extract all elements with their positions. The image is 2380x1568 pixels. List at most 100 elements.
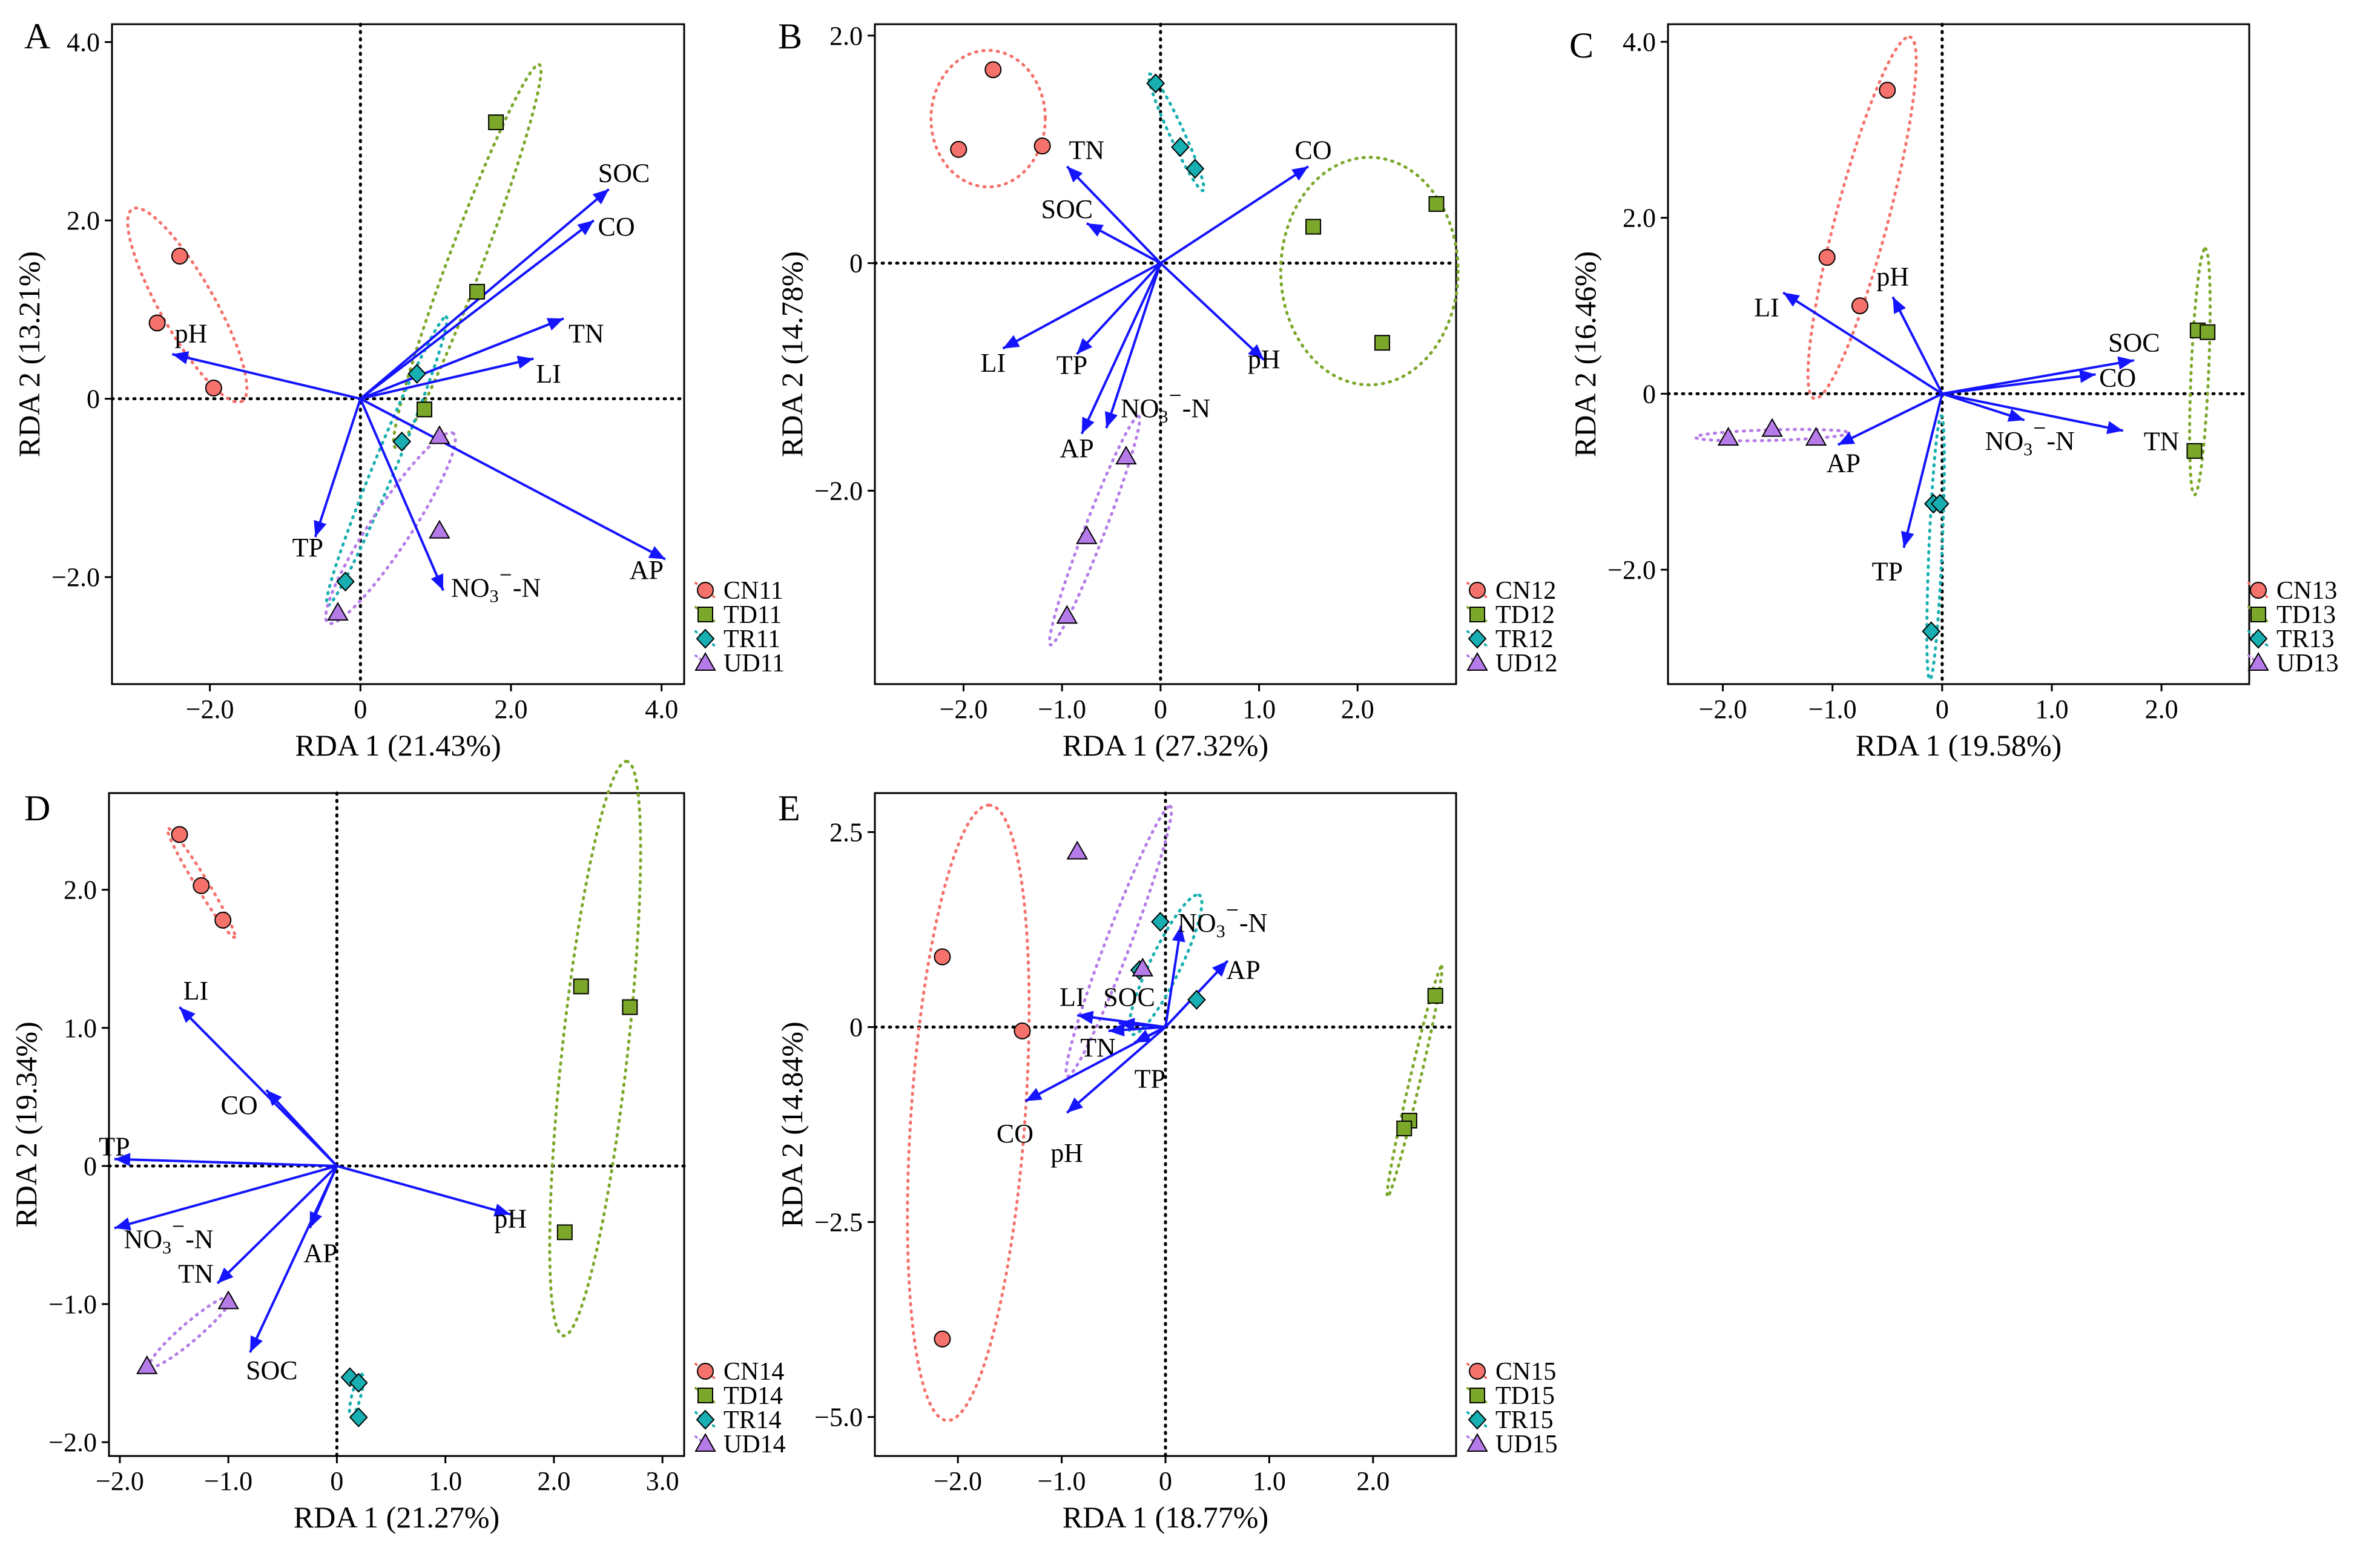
legend-label: UD15 bbox=[1495, 1431, 1558, 1458]
vector-NO₃⁻-N-head bbox=[1105, 411, 1118, 429]
vector-NO₃⁻-N-shaft bbox=[1164, 925, 1182, 1027]
x-axis-title: RDA 1 (21.43%) bbox=[295, 728, 501, 762]
point-CN12 bbox=[1033, 137, 1051, 155]
vector-pH-head bbox=[493, 1204, 511, 1217]
vector-LI-head bbox=[1077, 1010, 1094, 1024]
legend-marker-CN14 bbox=[697, 1363, 714, 1380]
legend-label: UD13 bbox=[2276, 650, 2339, 677]
vector-LI-head bbox=[179, 1007, 196, 1023]
legend-marker-CN15 bbox=[1469, 1363, 1486, 1380]
vector-SOC-head bbox=[250, 1335, 263, 1352]
legend-label: CN12 bbox=[1495, 577, 1556, 605]
legend-marker-UD11 bbox=[694, 651, 716, 671]
y-tick-label: 0 bbox=[87, 384, 100, 414]
point-TR11 bbox=[392, 431, 412, 452]
vector-label-LI: LI bbox=[980, 348, 1006, 378]
y-tick-label: 4.0 bbox=[67, 27, 100, 57]
legend-label: TD11 bbox=[724, 601, 782, 629]
panel-letter: A bbox=[24, 16, 50, 56]
x-tick-label: 0 bbox=[1159, 1466, 1172, 1496]
vector-NO₃⁻-N-head bbox=[430, 573, 444, 591]
panel-C: −2.0 −1.0 0 1.0 2.0 −2.0 0 2.0 4.0 RDA 1 (19.58%)… bbox=[1568, 22, 2339, 762]
vector-CO-shaft bbox=[1159, 165, 1310, 265]
vector-TN-shaft bbox=[360, 317, 564, 400]
vector-label-AP: AP bbox=[630, 555, 664, 585]
point-CN11 bbox=[148, 314, 166, 332]
vector-NO₃⁻-N-shaft bbox=[114, 1165, 337, 1230]
legend-marker-TR11 bbox=[696, 628, 715, 649]
vector-label-CO: CO bbox=[598, 212, 635, 242]
y-tick-label: −2.0 bbox=[1607, 555, 1656, 585]
legend-label: TD12 bbox=[1495, 601, 1555, 629]
vector-label-AP: AP bbox=[1827, 449, 1861, 478]
vector-TP-head bbox=[114, 1153, 131, 1167]
vector-label-LI: LI bbox=[536, 359, 561, 389]
vector-label-pH: pH bbox=[1050, 1138, 1083, 1168]
x-tick-label: 2.0 bbox=[495, 694, 528, 724]
vector-label-NO₃⁻-N: NO3⁻-N bbox=[1985, 418, 2075, 460]
x-tick-label: 1.0 bbox=[1242, 694, 1276, 724]
x-tick-label: −2.0 bbox=[1699, 694, 1747, 724]
x-tick-label: 1.0 bbox=[1253, 1466, 1286, 1496]
vector-pH-shaft bbox=[336, 1165, 511, 1216]
legend-marker-TR12 bbox=[1468, 628, 1487, 649]
vector-TN-head bbox=[546, 318, 564, 331]
legend-marker-TD11 bbox=[697, 607, 713, 622]
plot-frame bbox=[111, 23, 685, 685]
vector-TP-head bbox=[1901, 530, 1914, 548]
vector-pH-shaft bbox=[1159, 262, 1265, 361]
ellipse-UD11 bbox=[324, 430, 457, 625]
ellipse-TD13 bbox=[2188, 247, 2212, 496]
point-CN15 bbox=[934, 948, 951, 966]
x-axis-title: RDA 1 (19.58%) bbox=[1856, 728, 2062, 762]
point-UD14 bbox=[217, 1290, 239, 1309]
y-tick-label: 2.0 bbox=[67, 206, 100, 236]
vector-label-NO₃⁻-N: NO3⁻-N bbox=[124, 1216, 213, 1258]
vector-label-pH: pH bbox=[175, 319, 208, 349]
panel-B: −2.0 −1.0 0 1.0 2.0 −2.0 0 2.0 RDA 1 (27.32%) RDA… bbox=[775, 16, 1558, 762]
vector-label-TP: TP bbox=[292, 533, 323, 562]
legend-label: TR15 bbox=[1495, 1406, 1554, 1434]
legend-marker-TR13 bbox=[2249, 628, 2268, 649]
vector-NO₃⁻-N-shaft bbox=[1105, 263, 1162, 429]
vector-label-TP: TP bbox=[1056, 351, 1087, 380]
legend-label: CN13 bbox=[2276, 577, 2337, 605]
point-CN14 bbox=[214, 911, 232, 929]
point-TR13 bbox=[1930, 493, 1950, 514]
point-TD13 bbox=[2186, 443, 2203, 459]
point-CN15 bbox=[1014, 1022, 1031, 1039]
x-axis-title: RDA 1 (27.32%) bbox=[1063, 728, 1268, 762]
ellipse-TR12 bbox=[1147, 72, 1205, 193]
vector-TP-shaft bbox=[1076, 262, 1162, 355]
plot-frame bbox=[108, 792, 685, 1457]
plot-frame bbox=[874, 792, 1457, 1457]
vector-pH-head bbox=[1248, 344, 1264, 360]
point-UD11 bbox=[429, 519, 450, 539]
vector-label-TN: TN bbox=[569, 319, 604, 349]
vector-LI-shaft bbox=[360, 357, 534, 400]
legend-label: TD13 bbox=[2276, 601, 2336, 629]
panel-A: −2.0 0 2.0 4.0 −2.0 0 2.0 4.0 RDA 1 (21.43%) RDA … bbox=[12, 16, 785, 762]
vector-CO-head bbox=[1291, 166, 1308, 181]
x-tick-label: −1.0 bbox=[204, 1466, 252, 1496]
point-TR13 bbox=[1922, 621, 1941, 642]
vector-label-CO: CO bbox=[2099, 363, 2136, 393]
point-CN11 bbox=[205, 379, 222, 397]
vector-CO-head bbox=[2079, 369, 2096, 383]
point-UD15 bbox=[1066, 840, 1089, 860]
y-tick-label: −5.0 bbox=[814, 1403, 863, 1432]
legend-label: TD14 bbox=[724, 1382, 783, 1410]
y-tick-label: −2.0 bbox=[51, 562, 100, 592]
legend-marker-UD12 bbox=[1466, 651, 1488, 671]
vector-CO-shaft bbox=[1024, 1026, 1166, 1102]
point-TD11 bbox=[417, 401, 433, 418]
panel-letter: D bbox=[24, 788, 50, 828]
x-axis-title: RDA 1 (18.77%) bbox=[1063, 1500, 1268, 1534]
point-TR14 bbox=[349, 1372, 368, 1393]
ellipse-TD12 bbox=[1279, 156, 1460, 387]
vector-AP-head bbox=[1212, 960, 1228, 977]
legend-label: UD11 bbox=[724, 650, 785, 677]
legend-label: CN11 bbox=[724, 577, 783, 605]
